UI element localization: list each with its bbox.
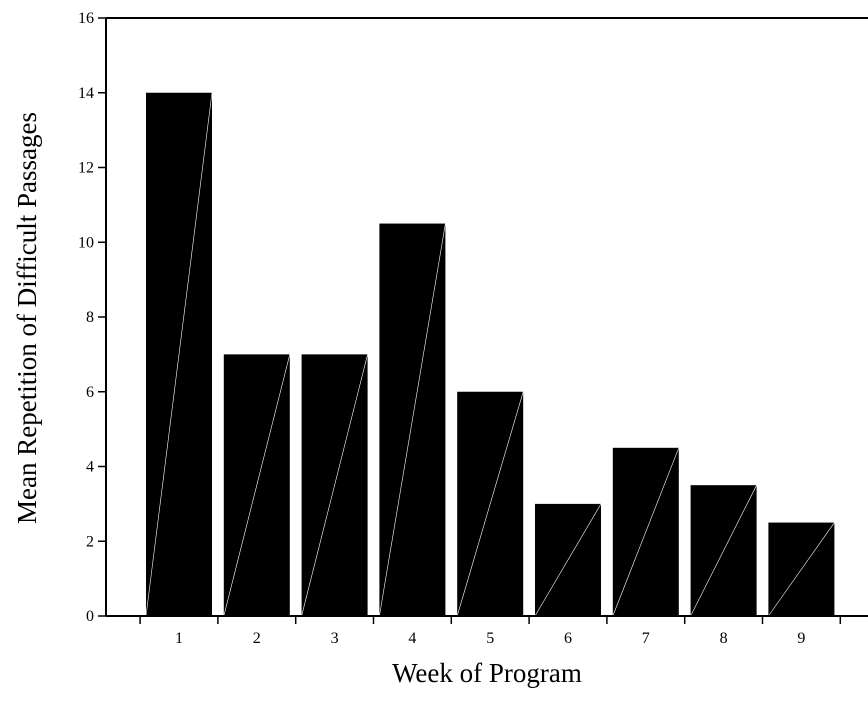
y-tick-label-14: 14 <box>78 85 94 102</box>
bar-diagonal-week-1 <box>145 92 213 617</box>
x-ticks-layer: 1 2 3 4 5 6 7 8 9 <box>139 616 842 647</box>
y-axis-title: Mean Repetition of Difficult Passages <box>12 112 42 524</box>
x-tick-label-3: 3 <box>331 630 339 647</box>
x-tick-label-5: 5 <box>486 630 494 647</box>
x-tick-label-9: 9 <box>797 630 805 647</box>
bar-diagonal-week-8 <box>690 485 757 617</box>
bar-diagonal-week-9 <box>768 522 835 617</box>
bar-diagonal-week-4 <box>379 223 446 617</box>
bar-diagonal-week-5 <box>456 391 524 617</box>
x-tick-label-1: 1 <box>175 630 183 647</box>
y-tick-label-16: 16 <box>78 10 94 27</box>
bar-diagonal-week-7 <box>612 447 680 617</box>
bar-diagonal-week-6 <box>534 503 602 617</box>
x-tick-label-7: 7 <box>642 630 650 647</box>
y-tick-label-12: 12 <box>78 160 94 177</box>
x-tick-label-6: 6 <box>564 630 572 647</box>
bar-diagonal-week-3 <box>301 354 368 617</box>
bars-layer <box>145 92 835 617</box>
y-tick-label-8: 8 <box>86 309 94 326</box>
y-ticks-layer: 0 2 4 6 8 10 12 14 16 <box>78 10 106 625</box>
y-tick-label-0: 0 <box>86 608 94 625</box>
bar-diagonal-week-2 <box>223 354 291 617</box>
x-tick-label-2: 2 <box>253 630 261 647</box>
y-tick-label-6: 6 <box>86 384 94 401</box>
y-tick-label-2: 2 <box>86 533 94 550</box>
y-tick-label-4: 4 <box>86 459 94 476</box>
x-tick-label-8: 8 <box>720 630 728 647</box>
x-axis-title: Week of Program <box>392 658 582 688</box>
y-tick-label-10: 10 <box>78 234 94 251</box>
x-tick-label-4: 4 <box>408 630 416 647</box>
